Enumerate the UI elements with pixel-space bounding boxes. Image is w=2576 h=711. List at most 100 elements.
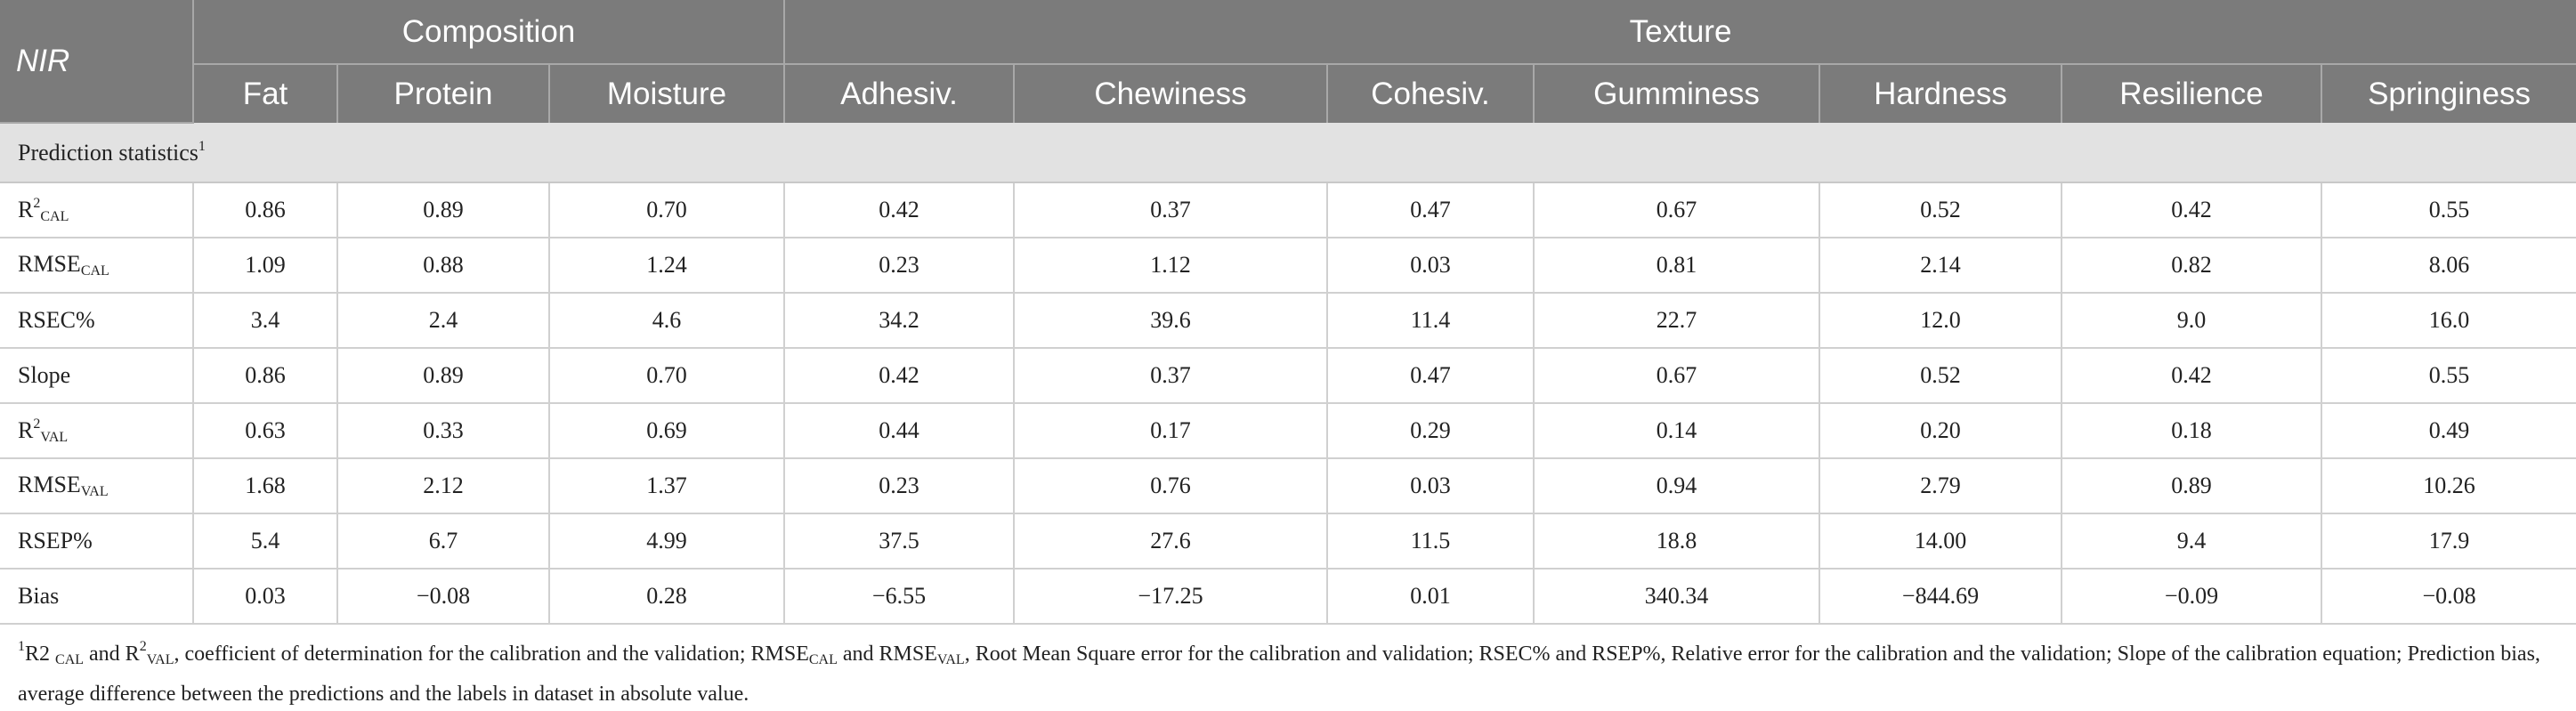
column-header: Moisture: [549, 64, 785, 123]
table-cell: 0.18: [2062, 403, 2322, 459]
table-cell: 0.33: [337, 403, 550, 459]
table-cell: 8.06: [2321, 238, 2576, 294]
row-label-text: R: [18, 416, 34, 443]
table-cell: 0.63: [193, 403, 338, 459]
table-cell: −0.08: [337, 569, 550, 625]
table-cell: 1.37: [549, 458, 785, 514]
column-header: Gumminess: [1534, 64, 1820, 123]
table-cell: 0.52: [1819, 182, 2062, 238]
table-cell: 34.2: [784, 293, 1015, 349]
table-footnote: 1R2 CAL and R2VAL, coefficient of determ…: [18, 639, 2540, 706]
table-cell: 0.89: [2062, 458, 2322, 514]
row-label: R2VAL: [0, 403, 194, 459]
column-header: Fat: [193, 64, 338, 123]
table-cell: 2.12: [337, 458, 550, 514]
table-cell: 11.5: [1327, 513, 1535, 570]
table-cell: 340.34: [1534, 569, 1820, 625]
table-row: Slope 0.86 0.89 0.70 0.42 0.37 0.47 0.67 0.52 0.4…: [0, 348, 2576, 404]
table-cell: 0.81: [1534, 238, 1820, 294]
table-cell: 18.8: [1534, 513, 1820, 570]
row-label-text: Bias: [18, 583, 60, 609]
table-cell: 0.44: [784, 403, 1015, 459]
table-cell: 37.5: [784, 513, 1015, 570]
column-header: Chewiness: [1014, 64, 1328, 123]
row-label-text: RMSE: [18, 251, 81, 277]
table-cell: 12.0: [1819, 293, 2062, 349]
table-cell: 0.49: [2321, 403, 2576, 459]
table-cell: 14.00: [1819, 513, 2062, 570]
table-cell: 0.76: [1014, 458, 1328, 514]
row-label-text: R: [18, 196, 34, 222]
table-cell: 0.03: [193, 569, 338, 625]
table-cell: 0.17: [1014, 403, 1328, 459]
row-label: R2CAL: [0, 182, 194, 238]
row-label: Bias: [0, 569, 194, 625]
row-label-superscript: 2: [33, 416, 41, 432]
section-footnote-mark: 1: [198, 139, 206, 154]
table-cell: 0.67: [1534, 182, 1820, 238]
table-cell: 0.55: [2321, 348, 2576, 404]
table-cell: 0.37: [1014, 348, 1328, 404]
table-cell: 3.4: [193, 293, 338, 349]
table-cell: 17.9: [2321, 513, 2576, 570]
table-row: RSEC% 3.4 2.4 4.6 34.2 39.6 11.4 22.7 12.0 9.0 16.…: [0, 293, 2576, 349]
table-cell: 0.42: [784, 182, 1015, 238]
prediction-table: NIR Composition Texture Fat Protein Mois…: [0, 0, 2576, 625]
row-label: RSEP%: [0, 513, 194, 570]
row-label-subscript: CAL: [40, 208, 69, 224]
column-header: Springiness: [2321, 64, 2576, 123]
row-label-subscript: VAL: [40, 429, 69, 445]
table-cell: −0.09: [2062, 569, 2322, 625]
nir-header: NIR: [0, 0, 194, 124]
table-row: RMSECAL 1.09 0.88 1.24 0.23 1.12 0.03 0.81 2.14 0…: [0, 238, 2576, 294]
table-cell: 5.4: [193, 513, 338, 570]
table-cell: 0.94: [1534, 458, 1820, 514]
table-cell: 0.47: [1327, 348, 1535, 404]
table-header: NIR Composition Texture Fat Protein Mois…: [0, 0, 2576, 124]
table-cell: 0.01: [1327, 569, 1535, 625]
column-header: Adhesiv.: [784, 64, 1015, 123]
texture-group-header: Texture: [784, 0, 2576, 65]
row-label: RMSECAL: [0, 238, 194, 294]
table-cell: 10.26: [2321, 458, 2576, 514]
table-cell: 0.52: [1819, 348, 2062, 404]
table-cell: 2.79: [1819, 458, 2062, 514]
column-header: Hardness: [1819, 64, 2062, 123]
table-cell: 9.4: [2062, 513, 2322, 570]
row-label-text: RSEC%: [18, 307, 95, 333]
table-cell: 27.6: [1014, 513, 1328, 570]
table-row: RSEP% 5.4 6.7 4.99 37.5 27.6 11.5 18.8 14.00 9.4 1…: [0, 513, 2576, 570]
row-label-superscript: 2: [33, 195, 41, 211]
table-cell: 0.89: [337, 348, 550, 404]
table-row: Bias 0.03 −0.08 0.28 −6.55 −17.25 0.01 340.34 −8…: [0, 569, 2576, 625]
section-row: Prediction statistics1: [0, 123, 2576, 183]
table-cell: 0.42: [2062, 348, 2322, 404]
table-cell: 4.6: [549, 293, 785, 349]
table-cell: 0.82: [2062, 238, 2322, 294]
table-cell: 0.86: [193, 182, 338, 238]
table-row: RMSEVAL 1.68 2.12 1.37 0.23 0.76 0.03 0.94 2.79 0…: [0, 458, 2576, 514]
row-label-text: RSEP%: [18, 528, 93, 553]
table-row: R2VAL 0.63 0.33 0.69 0.44 0.17 0.29 0.14 0.20 0.1…: [0, 403, 2576, 459]
column-header: Cohesiv.: [1327, 64, 1535, 123]
table-cell: 0.89: [337, 182, 550, 238]
table-cell: 0.69: [549, 403, 785, 459]
section-label: Prediction statistics1: [0, 123, 2576, 183]
composition-group-header: Composition: [193, 0, 785, 65]
table-cell: 0.03: [1327, 238, 1535, 294]
column-header: Resilience: [2062, 64, 2322, 123]
table-cell: 16.0: [2321, 293, 2576, 349]
table-row: R2CAL 0.86 0.89 0.70 0.42 0.37 0.47 0.67 0.52 0.4…: [0, 182, 2576, 238]
table-cell: 1.68: [193, 458, 338, 514]
table-cell: 0.55: [2321, 182, 2576, 238]
table-cell: 9.0: [2062, 293, 2322, 349]
table-cell: 0.42: [784, 348, 1015, 404]
section-label-text: Prediction statistics: [18, 140, 198, 166]
table-cell: 1.09: [193, 238, 338, 294]
table-cell: 0.14: [1534, 403, 1820, 459]
table-cell: 22.7: [1534, 293, 1820, 349]
row-label: Slope: [0, 348, 194, 404]
table-cell: 0.42: [2062, 182, 2322, 238]
row-label: RMSEVAL: [0, 458, 194, 514]
